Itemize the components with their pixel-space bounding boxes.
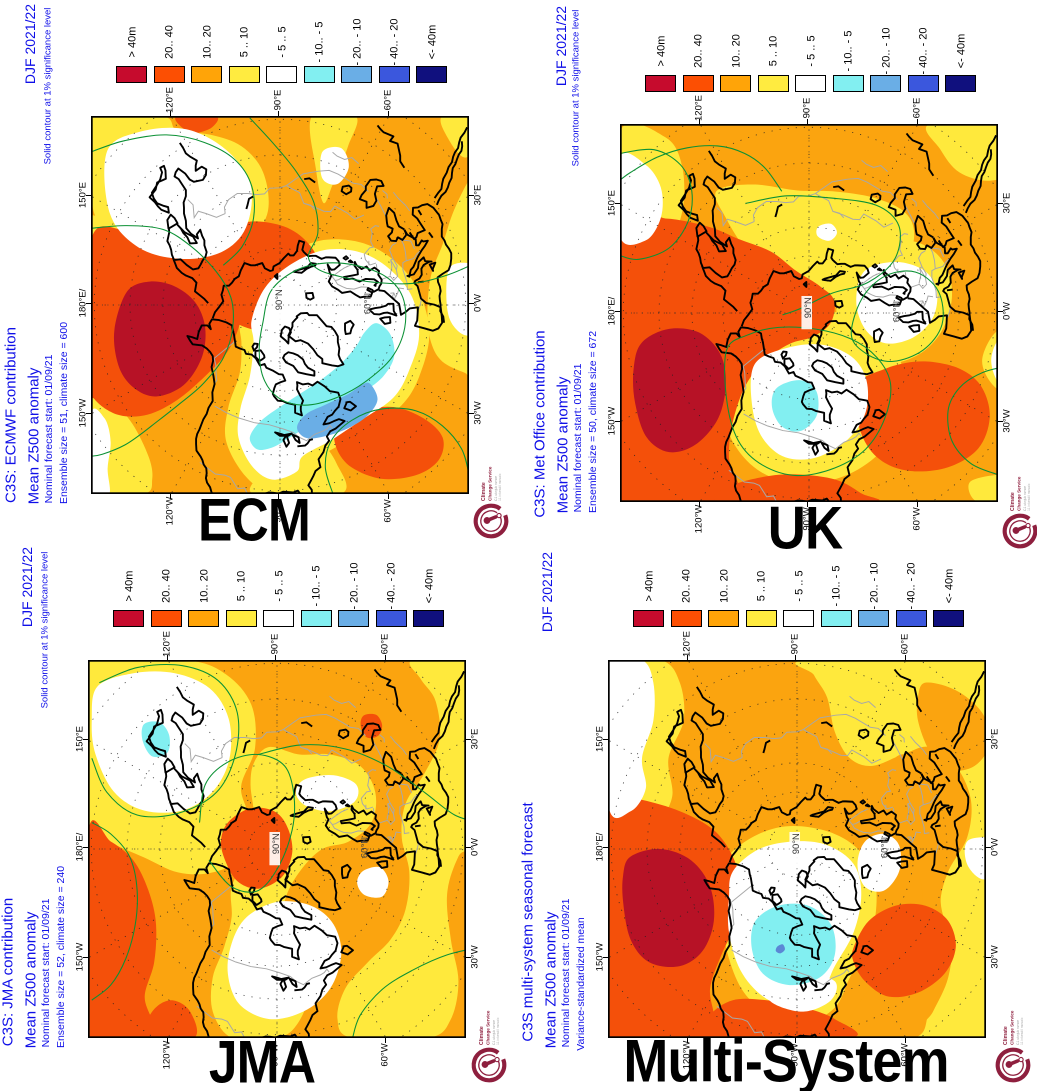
svg-text:11 inkesdil mosaic: 11 inkesdil mosaic (496, 1017, 500, 1045)
svg-text:Climate: Climate (481, 482, 487, 501)
svg-text:60°N: 60°N (360, 837, 371, 858)
svg-text:60°N: 60°N (363, 293, 374, 314)
svg-text:Climate: Climate (1010, 492, 1016, 511)
svg-text:90°N: 90°N (803, 297, 814, 318)
svg-text:Climate: Climate (479, 1026, 485, 1045)
svg-text:90°N: 90°N (791, 833, 802, 854)
svg-text:Change Service: Change Service (1017, 476, 1022, 511)
svg-text:Change Service: Change Service (486, 1010, 491, 1045)
svg-text:11 inkesdil mosaic: 11 inkesdil mosaic (498, 473, 502, 501)
svg-text:90°N: 90°N (274, 289, 285, 310)
svg-text:Change Service: Change Service (488, 466, 493, 501)
svg-text:90°N: 90°N (271, 833, 282, 854)
svg-text:60°N: 60°N (880, 837, 891, 858)
svg-text:C1 uknjuk nvnce: C1 uknjuk nvnce (1023, 486, 1027, 511)
svg-text:C1 uknjuk nvnce: C1 uknjuk nvnce (492, 1020, 496, 1045)
svg-text:11 inkesdil mosaic: 11 inkesdil mosaic (1020, 1017, 1024, 1045)
svg-text:Change Service: Change Service (1010, 1010, 1015, 1045)
svg-text:11 inkesdil mosaic: 11 inkesdil mosaic (1027, 483, 1031, 511)
svg-text:C1 uknjuk nvnce: C1 uknjuk nvnce (494, 476, 498, 501)
svg-text:Climate: Climate (1003, 1026, 1009, 1045)
svg-text:C1 uknjuk nvnce: C1 uknjuk nvnce (1016, 1020, 1020, 1045)
svg-text:60°N: 60°N (892, 301, 903, 322)
